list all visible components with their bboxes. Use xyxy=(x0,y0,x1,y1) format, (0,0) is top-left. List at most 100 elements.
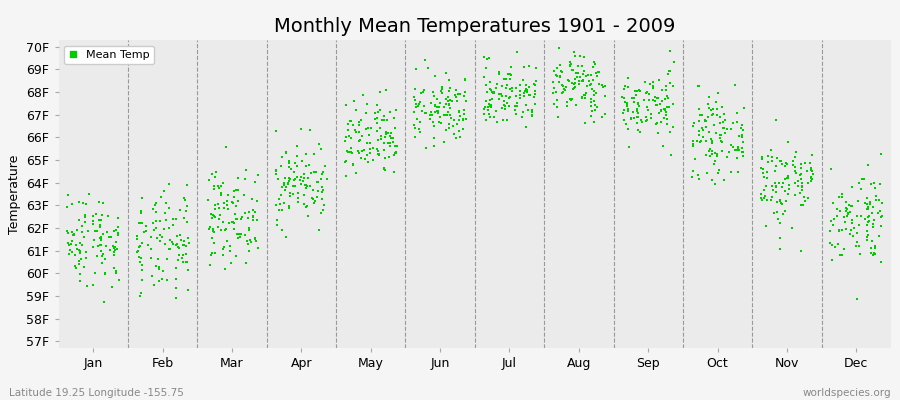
Point xyxy=(631,101,645,108)
Point xyxy=(442,125,456,132)
Point xyxy=(805,176,819,182)
Point xyxy=(734,132,749,138)
Point xyxy=(843,227,858,234)
Point xyxy=(181,267,195,274)
Point xyxy=(432,104,446,110)
Point xyxy=(91,243,105,250)
Point xyxy=(361,125,375,131)
Point xyxy=(768,168,782,174)
Point xyxy=(218,266,232,272)
Point xyxy=(144,234,158,240)
Point xyxy=(318,162,332,169)
Point xyxy=(207,206,221,212)
Point xyxy=(140,241,155,248)
Point xyxy=(61,242,76,248)
Point xyxy=(660,121,674,127)
Point xyxy=(630,109,644,116)
Point xyxy=(825,222,840,228)
Point xyxy=(868,193,883,200)
Point xyxy=(277,186,292,193)
Point xyxy=(362,132,376,138)
Point xyxy=(851,243,866,250)
Point xyxy=(760,197,774,203)
Point xyxy=(851,180,866,186)
Point xyxy=(584,72,598,78)
Point xyxy=(846,232,860,239)
Point xyxy=(346,161,360,167)
Point xyxy=(500,82,514,88)
Point xyxy=(842,202,857,209)
Point xyxy=(692,138,706,145)
Point xyxy=(64,240,78,247)
Point xyxy=(346,162,360,168)
Point xyxy=(433,100,447,106)
Point xyxy=(805,168,819,174)
Point xyxy=(728,147,742,153)
Point xyxy=(653,119,668,125)
Point xyxy=(206,226,220,232)
Point xyxy=(352,138,366,144)
Point xyxy=(209,169,223,175)
Point xyxy=(734,125,748,132)
Point xyxy=(130,236,144,242)
Point xyxy=(824,257,839,264)
Point xyxy=(515,114,529,121)
Point xyxy=(789,149,804,155)
Point xyxy=(770,184,784,190)
Point xyxy=(567,81,581,87)
Point xyxy=(289,174,303,180)
Point xyxy=(650,120,664,126)
Point xyxy=(68,262,83,269)
Point xyxy=(502,95,517,101)
Point xyxy=(458,88,473,95)
Point xyxy=(528,65,543,71)
Point xyxy=(70,246,85,252)
Point xyxy=(282,175,296,182)
Point xyxy=(96,231,111,238)
Point xyxy=(508,103,522,109)
Point xyxy=(562,78,576,84)
Point xyxy=(351,148,365,154)
Point xyxy=(388,142,402,149)
Point xyxy=(730,119,744,126)
Point xyxy=(865,210,879,216)
Point xyxy=(773,197,788,203)
Point xyxy=(690,172,705,178)
Point xyxy=(794,161,808,168)
Point xyxy=(714,131,728,138)
Point xyxy=(645,82,660,89)
Point xyxy=(519,86,534,92)
Point xyxy=(379,87,393,94)
Point xyxy=(296,174,310,181)
Point xyxy=(410,116,424,122)
Point xyxy=(657,115,671,122)
Point xyxy=(356,148,370,154)
Point xyxy=(383,129,398,136)
Point xyxy=(795,182,809,189)
Point xyxy=(438,127,453,133)
Point xyxy=(862,200,877,207)
Point xyxy=(642,97,656,103)
Point xyxy=(107,252,122,258)
Point xyxy=(768,180,782,186)
Point xyxy=(229,187,243,193)
Point xyxy=(835,191,850,197)
Point xyxy=(382,133,397,139)
Point xyxy=(712,167,726,173)
Point xyxy=(861,162,876,168)
Point xyxy=(652,110,666,116)
Point xyxy=(621,84,635,90)
Point xyxy=(637,97,652,103)
Point xyxy=(308,198,322,204)
Point xyxy=(371,137,385,143)
Point xyxy=(873,181,887,187)
Point xyxy=(871,232,886,239)
Point xyxy=(248,236,262,242)
Point xyxy=(306,187,320,193)
Point xyxy=(205,212,220,218)
Point xyxy=(377,147,392,154)
Point xyxy=(379,128,393,135)
Point xyxy=(153,232,167,238)
Point xyxy=(568,76,582,83)
Point xyxy=(390,143,404,150)
